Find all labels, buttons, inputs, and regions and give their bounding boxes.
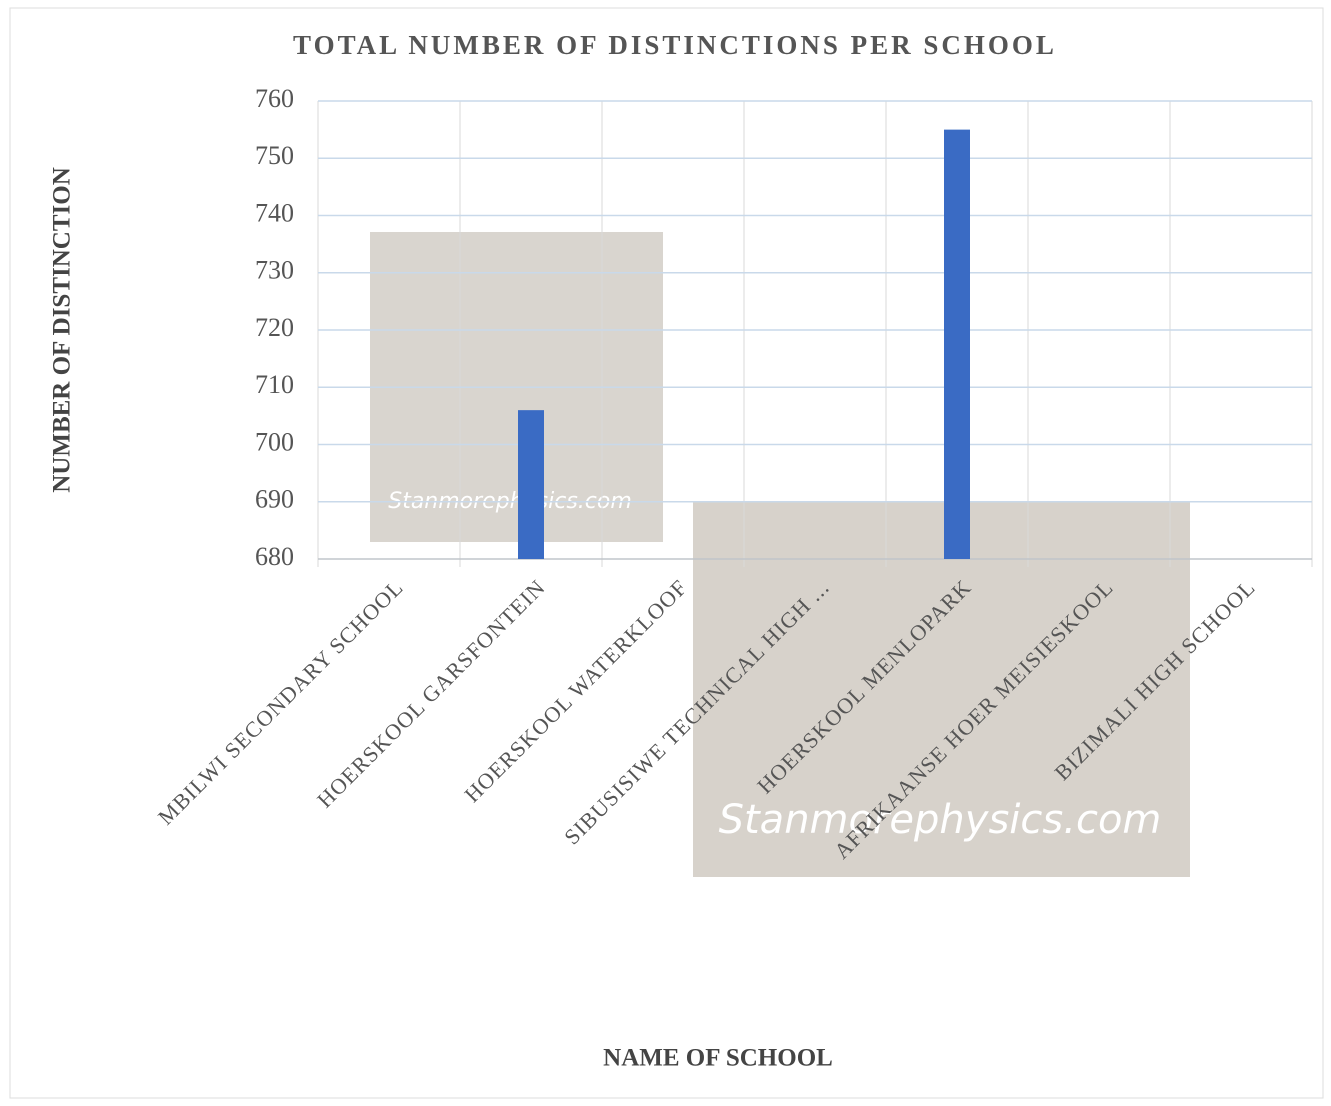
y-tick-label: 680 bbox=[255, 542, 294, 571]
bar bbox=[944, 130, 970, 559]
x-axis-label: NAME OF SCHOOL bbox=[603, 1045, 833, 1072]
y-tick-label: 720 bbox=[255, 313, 294, 342]
chart-title: TOTAL NUMBER OF DISTINCTIONS PER SCHOOL bbox=[293, 30, 1057, 60]
x-tick-label: MBILWI SECONDARY SCHOOL bbox=[153, 574, 408, 829]
chart: Stanmorephysics.com Stanmorephysics.com … bbox=[0, 0, 1331, 1106]
y-tick-label: 710 bbox=[255, 370, 294, 399]
y-tick-label: 760 bbox=[255, 84, 294, 113]
x-tick-label: HOERSKOOL GARSFONTEIN bbox=[312, 574, 550, 812]
x-tick-label: HOERSKOOL WATERKLOOF bbox=[459, 574, 692, 807]
y-tick-label: 700 bbox=[255, 427, 294, 456]
y-tick-label: 750 bbox=[255, 141, 294, 170]
y-tick-label: 690 bbox=[255, 485, 294, 514]
bar bbox=[518, 410, 544, 559]
watermark-text: Stanmorephysics.com bbox=[719, 797, 1162, 843]
y-tick-label: 740 bbox=[255, 198, 294, 227]
y-tick-label: 730 bbox=[255, 256, 294, 285]
y-axis-label: NUMBER OF DISTINCTION bbox=[49, 167, 76, 493]
